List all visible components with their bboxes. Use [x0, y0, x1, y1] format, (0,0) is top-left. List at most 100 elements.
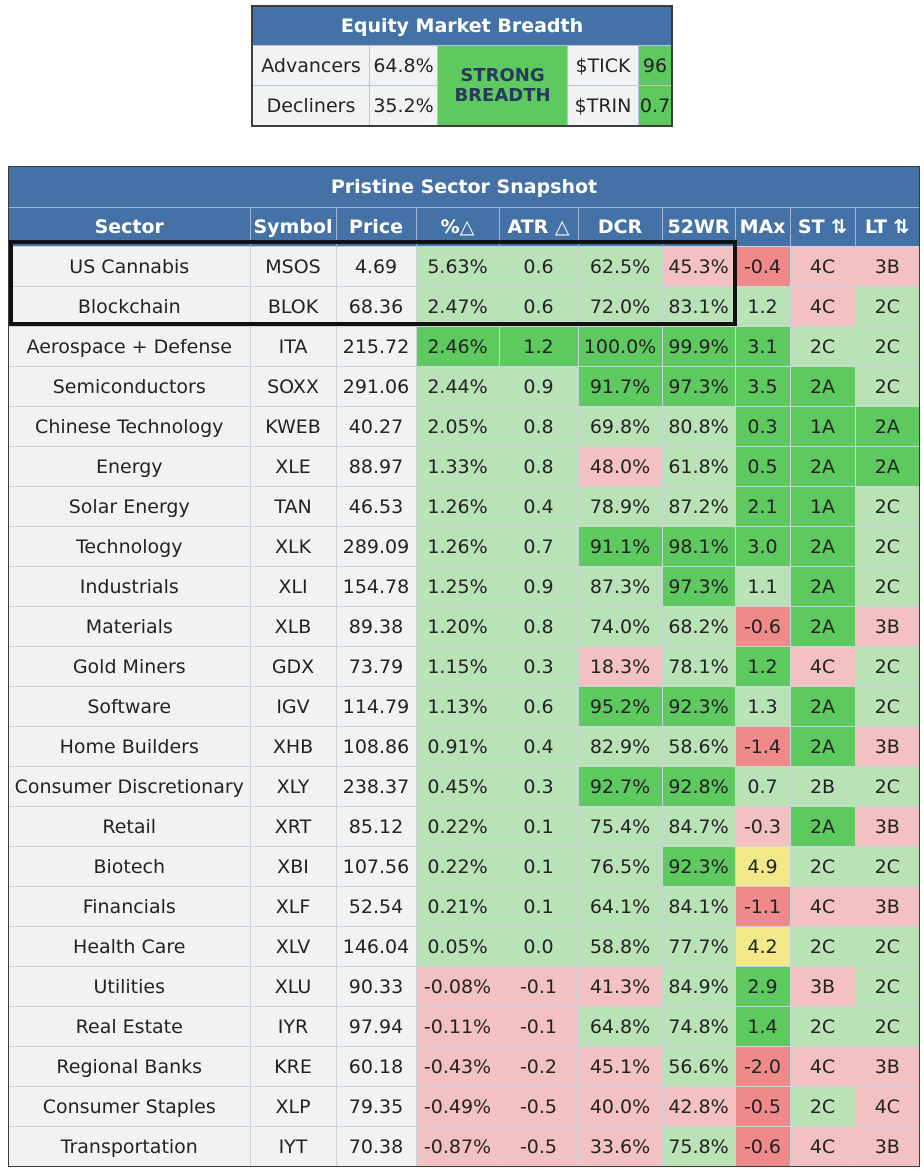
- cell-atr-change: 0.1: [498, 806, 578, 847]
- cell-price: 79.35: [335, 1086, 416, 1127]
- header-pct-change[interactable]: %△: [415, 207, 499, 247]
- table-row[interactable]: Retail XRT 85.12 0.22% 0.1 75.4% 84.7% -0.3 2A 3B: [9, 806, 919, 847]
- cell-st: 2A: [789, 366, 855, 407]
- sector-snapshot-panel: Pristine Sector Snapshot Sector Symbol P…: [8, 166, 920, 1167]
- cell-symbol: XLB: [249, 606, 336, 647]
- cell-pct-change: 1.33%: [415, 446, 499, 487]
- cell-dcr: 58.8%: [577, 926, 662, 967]
- cell-symbol: GDX: [249, 646, 336, 687]
- cell-symbol: XLY: [249, 766, 336, 807]
- cell-atr-change: -0.1: [498, 1006, 578, 1047]
- table-row[interactable]: Home Builders XHB 108.86 0.91% 0.4 82.9% 58.6%…: [9, 726, 919, 767]
- cell-sector: Health Care: [9, 926, 250, 967]
- cell-lt: 2A: [854, 446, 919, 487]
- table-row[interactable]: Energy XLE 88.97 1.33% 0.8 48.0% 61.8% 0.5 2A 2A: [9, 446, 919, 487]
- cell-atr-change: 0.1: [498, 846, 578, 887]
- trin-label: $TRIN: [567, 85, 638, 125]
- breadth-title: Equity Market Breadth: [253, 7, 671, 45]
- cell-symbol: IGV: [249, 686, 336, 727]
- header-lt-sort[interactable]: LT ⇅: [854, 207, 919, 247]
- cell-sector: Real Estate: [9, 1006, 250, 1047]
- table-row[interactable]: Blockchain BLOK 68.36 2.47% 0.6 72.0% 83.1% 1.2…: [9, 286, 919, 327]
- header-max[interactable]: MAx: [734, 207, 790, 247]
- cell-dcr: 40.0%: [577, 1086, 662, 1127]
- header-sector[interactable]: Sector: [9, 207, 250, 247]
- cell-lt: 3B: [854, 606, 919, 647]
- cell-price: 146.04: [335, 926, 416, 967]
- cell-dcr: 64.1%: [577, 886, 662, 927]
- table-row[interactable]: Real Estate IYR 97.94 -0.11% -0.1 64.8% 74.8% 1…: [9, 1006, 919, 1047]
- table-row[interactable]: Consumer Discretionary XLY 238.37 0.45% 0.3 9…: [9, 766, 919, 807]
- cell-atr-change: -0.2: [498, 1046, 578, 1087]
- cell-dcr: 82.9%: [577, 726, 662, 767]
- cell-atr-change: 0.7: [498, 526, 578, 567]
- header-st-sort[interactable]: ST ⇅: [789, 207, 855, 247]
- table-row[interactable]: Regional Banks KRE 60.18 -0.43% -0.2 45.1% 56.…: [9, 1046, 919, 1087]
- cell-lt: 3B: [854, 806, 919, 847]
- cell-max: 3.0: [734, 526, 790, 567]
- header-price[interactable]: Price: [335, 207, 416, 247]
- tick-value: 96: [638, 45, 671, 85]
- cell-price: 40.27: [335, 406, 416, 447]
- table-row[interactable]: Biotech XBI 107.56 0.22% 0.1 76.5% 92.3% 4.9 2C 2…: [9, 846, 919, 887]
- cell-lt: 2C: [854, 286, 919, 327]
- table-row[interactable]: Technology XLK 289.09 1.26% 0.7 91.1% 98.1% 3.0…: [9, 526, 919, 567]
- table-row[interactable]: Consumer Staples XLP 79.35 -0.49% -0.5 40.0% 4…: [9, 1086, 919, 1127]
- table-row[interactable]: Transportation IYT 70.38 -0.87% -0.5 33.6% 75.…: [9, 1126, 919, 1166]
- header-dcr[interactable]: DCR: [577, 207, 662, 247]
- cell-max: 4.2: [734, 926, 790, 967]
- cell-dcr: 64.8%: [577, 1006, 662, 1047]
- cell-atr-change: 0.9: [498, 366, 578, 407]
- table-row[interactable]: Financials XLF 52.54 0.21% 0.1 64.1% 84.1% -1.1…: [9, 886, 919, 927]
- cell-symbol: ITA: [249, 326, 336, 367]
- cell-lt: 3B: [854, 726, 919, 767]
- cell-symbol: BLOK: [249, 286, 336, 327]
- tick-label: $TICK: [567, 45, 638, 85]
- cell-st: 2A: [789, 686, 855, 727]
- cell-52wr: 68.2%: [661, 606, 735, 647]
- equity-market-breadth-panel: Equity Market Breadth Advancers 64.8% ST…: [251, 5, 673, 127]
- cell-dcr: 69.8%: [577, 406, 662, 447]
- table-row[interactable]: Industrials XLI 154.78 1.25% 0.9 87.3% 97.3% 1.…: [9, 566, 919, 607]
- header-symbol[interactable]: Symbol: [249, 207, 336, 247]
- cell-atr-change: -0.5: [498, 1086, 578, 1127]
- cell-atr-change: 0.9: [498, 566, 578, 607]
- cell-dcr: 87.3%: [577, 566, 662, 607]
- cell-pct-change: -0.87%: [415, 1126, 499, 1166]
- table-row[interactable]: Solar Energy TAN 46.53 1.26% 0.4 78.9% 87.2% 2.…: [9, 486, 919, 527]
- cell-max: 0.5: [734, 446, 790, 487]
- header-atr-change[interactable]: ATR △: [498, 207, 578, 247]
- cell-price: 215.72: [335, 326, 416, 367]
- sector-table: Sector Symbol Price %△ ATR △ DCR 52WR MA…: [9, 207, 919, 1166]
- cell-lt: 2C: [854, 486, 919, 527]
- table-row[interactable]: US Cannabis MSOS 4.69 5.63% 0.6 62.5% 45.3% -0.…: [9, 246, 919, 287]
- table-header-row: Sector Symbol Price %△ ATR △ DCR 52WR MA…: [9, 207, 919, 247]
- cell-max: 1.2: [734, 286, 790, 327]
- cell-st: 2A: [789, 566, 855, 607]
- cell-lt: 2C: [854, 326, 919, 367]
- table-row[interactable]: Health Care XLV 146.04 0.05% 0.0 58.8% 77.7% 4.…: [9, 926, 919, 967]
- cell-dcr: 33.6%: [577, 1126, 662, 1166]
- cell-pct-change: 1.25%: [415, 566, 499, 607]
- table-row[interactable]: Software IGV 114.79 1.13% 0.6 95.2% 92.3% 1.3 2A…: [9, 686, 919, 727]
- header-52wr[interactable]: 52WR: [661, 207, 735, 247]
- cell-lt: 2C: [854, 566, 919, 607]
- cell-max: -0.5: [734, 1086, 790, 1127]
- cell-price: 107.56: [335, 846, 416, 887]
- cell-atr-change: 0.6: [498, 246, 578, 287]
- table-row[interactable]: Chinese Technology KWEB 40.27 2.05% 0.8 69.8%…: [9, 406, 919, 447]
- cell-price: 97.94: [335, 1006, 416, 1047]
- table-row[interactable]: Semiconductors SOXX 291.06 2.44% 0.9 91.7% 97.…: [9, 366, 919, 407]
- cell-pct-change: 1.20%: [415, 606, 499, 647]
- cell-52wr: 98.1%: [661, 526, 735, 567]
- table-row[interactable]: Utilities XLU 90.33 -0.08% -0.1 41.3% 84.9% 2.9…: [9, 966, 919, 1007]
- table-row[interactable]: Gold Miners GDX 73.79 1.15% 0.3 18.3% 78.1% 1.2…: [9, 646, 919, 687]
- table-row[interactable]: Aerospace + Defense ITA 215.72 2.46% 1.2 100.…: [9, 326, 919, 367]
- cell-sector: Utilities: [9, 966, 250, 1007]
- sector-table-body: US Cannabis MSOS 4.69 5.63% 0.6 62.5% 45.3% -0.…: [9, 246, 919, 1166]
- cell-lt: 2C: [854, 646, 919, 687]
- cell-pct-change: 0.45%: [415, 766, 499, 807]
- cell-pct-change: -0.49%: [415, 1086, 499, 1127]
- table-row[interactable]: Materials XLB 89.38 1.20% 0.8 74.0% 68.2% -0.6 2…: [9, 606, 919, 647]
- cell-pct-change: 0.22%: [415, 846, 499, 887]
